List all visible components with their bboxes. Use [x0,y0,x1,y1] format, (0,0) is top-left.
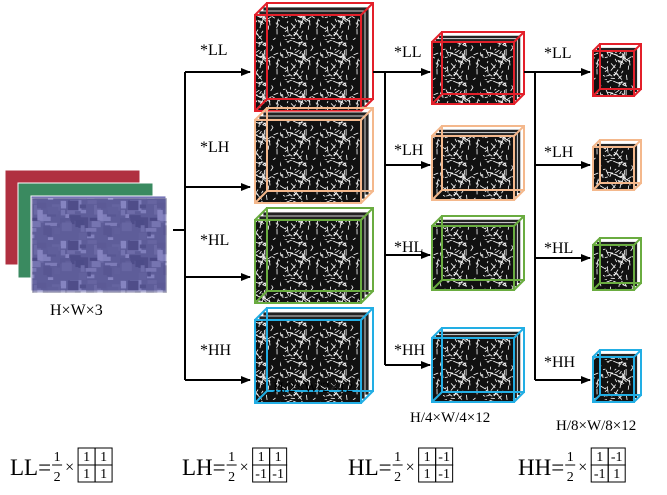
matrix-entry: -1 [611,450,623,465]
branch-label: *HH [394,342,426,359]
matrix-entry: -1 [438,450,450,465]
fraction-num: 1 [394,450,401,465]
fraction-den: 2 [228,470,235,485]
matrix-entry: -1 [438,467,450,482]
times: × [578,459,587,476]
branch-label: *HH [200,342,232,359]
times: × [406,459,415,476]
matrix-entry: 1 [424,467,431,482]
matrix-entry: 1 [258,450,265,465]
size-label: H/2×W/2×12 [273,380,353,396]
times: × [65,459,74,476]
size-label: H/8×W/8×12 [556,418,636,434]
wavelet-diagram: H×W×3 *LL *LH *HL *HH H/2×W/2×12 *LL *LH *HL *HH H… [0,0,667,495]
feature-map [255,15,361,111]
times: × [240,459,249,476]
matrix-entry: 1 [613,467,620,482]
matrix-entry: -1 [272,467,284,482]
filter-name: HL= [348,455,392,480]
fraction-den: 2 [54,470,61,485]
filter-name: HH= [518,455,564,480]
matrix-entry: 1 [275,450,282,465]
matrix-entry: 1 [100,450,107,465]
branch-label: *HH [544,354,576,371]
fraction-num: 1 [54,450,61,465]
matrix-entry: 1 [83,467,90,482]
branch-label: *HL [394,239,423,256]
input-label: H×W×3 [50,302,103,319]
fraction-den: 2 [567,470,574,485]
branch-label: *LH [394,142,424,159]
branch-label: *LL [544,45,572,62]
input-photo-tint [32,198,167,293]
size-label: H/4×W/4×12 [410,410,490,426]
matrix-entry: 1 [596,450,603,465]
fraction-num: 1 [567,450,574,465]
filter-name: LH= [182,455,226,480]
matrix-entry: -1 [255,467,267,482]
matrix-entry: -1 [594,467,606,482]
matrix-entry: 1 [100,467,107,482]
fraction-den: 2 [394,470,401,485]
branch-label: *LL [394,44,422,61]
branch-label: *HL [200,232,229,249]
fraction-num: 1 [228,450,235,465]
branch-label: *LH [544,144,574,161]
branch-label: *LL [200,42,228,59]
matrix-entry: 1 [424,450,431,465]
branch-label: *HL [544,240,573,257]
matrix-entry: 1 [83,450,90,465]
filter-name: LL= [10,455,51,480]
branch-label: *LH [200,139,230,156]
